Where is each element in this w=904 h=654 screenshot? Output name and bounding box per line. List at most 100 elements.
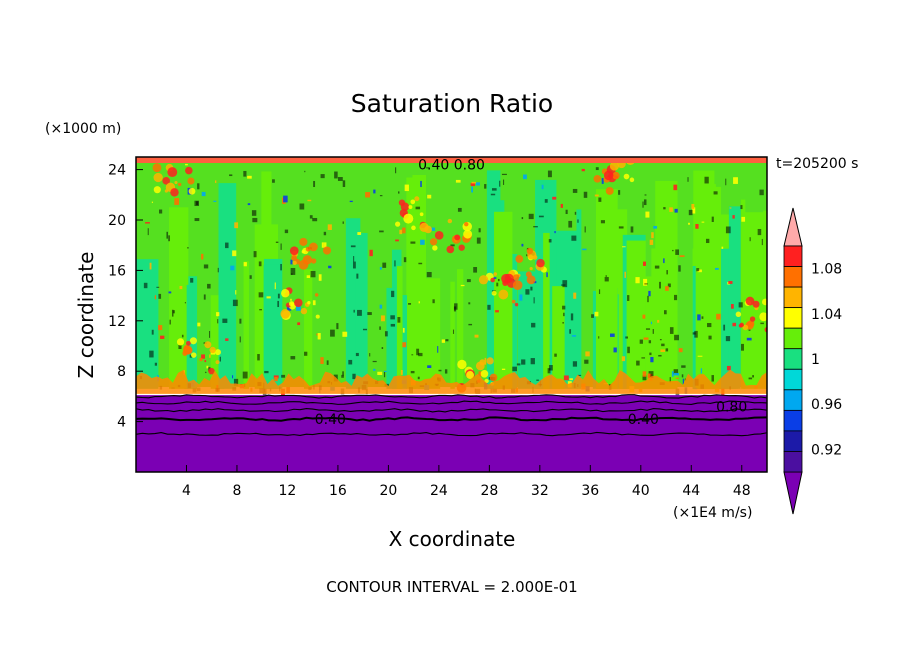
plot-frame (135, 156, 768, 473)
speckle (342, 331, 348, 337)
warm-patch (190, 352, 197, 358)
colorbar-segment (783, 389, 803, 411)
speckle (653, 225, 658, 229)
cloud-base-band (136, 369, 767, 394)
plume-column (552, 286, 565, 389)
plume-column (457, 269, 464, 389)
speckle (521, 243, 524, 247)
warm-patch (208, 367, 215, 375)
warm-patch (526, 275, 536, 285)
speckle (232, 299, 238, 307)
warm-patch (491, 290, 497, 296)
warm-patch (215, 360, 220, 365)
speckle (383, 371, 386, 378)
speckle (759, 189, 764, 196)
speckle (281, 374, 286, 378)
speckle (295, 304, 301, 311)
speckle (312, 217, 318, 222)
speckle (669, 327, 674, 334)
contour-line (136, 394, 767, 399)
speckle (450, 244, 455, 247)
speckle (533, 226, 538, 228)
speckle (475, 182, 480, 186)
speckle (731, 304, 734, 309)
warm-patch (498, 289, 509, 300)
warm-patch (762, 298, 767, 306)
speckle (306, 275, 311, 279)
speckle (290, 356, 296, 360)
speckle (711, 375, 714, 382)
speckle (700, 368, 703, 374)
warm-patch (432, 245, 438, 251)
warm-patch (189, 337, 197, 345)
speckle (379, 267, 382, 270)
speckle (232, 250, 237, 257)
speckle (394, 260, 396, 267)
colorbar-label: 1.08 (811, 262, 842, 278)
speckle (318, 274, 322, 281)
speckle (688, 222, 690, 225)
speckle (369, 249, 373, 257)
contour-label: 0.80 (716, 399, 747, 415)
speckle (519, 294, 523, 301)
plume-column (396, 266, 403, 389)
warm-patch (464, 222, 469, 227)
speckle (635, 277, 640, 284)
speckle (471, 181, 477, 184)
speckle (478, 371, 483, 377)
warm-patch (311, 258, 317, 264)
speckle (185, 163, 188, 166)
x-tick-label: 12 (279, 483, 297, 499)
speckle (417, 376, 420, 380)
warm-patch (466, 371, 475, 379)
speckle (217, 267, 219, 273)
speckle (618, 226, 624, 229)
speckle (697, 269, 702, 273)
speckle (384, 331, 388, 337)
speckle (659, 339, 662, 341)
speckle (353, 256, 355, 262)
speckle (484, 184, 487, 189)
speckle (299, 203, 305, 210)
x-tick-label: 8 (232, 483, 241, 499)
speckle (327, 224, 332, 230)
speckle (334, 171, 338, 179)
speckle (445, 339, 449, 342)
warm-patch (739, 322, 744, 328)
speckle (642, 375, 647, 381)
speckle (761, 238, 763, 246)
warm-patch (434, 231, 444, 240)
speckle (554, 231, 556, 234)
speckle (681, 374, 684, 378)
speckle (367, 312, 372, 316)
speckle (431, 227, 436, 231)
warm-patch (185, 340, 191, 346)
speckle (379, 230, 384, 233)
warm-patch (162, 177, 170, 185)
speckle (708, 335, 712, 340)
warm-patch (513, 274, 520, 281)
speckle (713, 191, 718, 195)
speckle (531, 322, 536, 328)
speckle (397, 317, 401, 323)
plume-column (626, 240, 646, 389)
speckle (383, 370, 387, 373)
speckle (598, 289, 601, 295)
speckle (357, 232, 362, 235)
speckle (554, 353, 557, 357)
speckle (725, 178, 727, 186)
speckle (174, 198, 180, 205)
speckle (538, 215, 544, 218)
speckle (471, 186, 473, 193)
plume-column (406, 177, 417, 389)
speckle (523, 174, 527, 180)
colorbar-label: 0.92 (811, 442, 842, 458)
contour-label: 0.40 (628, 412, 659, 428)
warm-patch (478, 275, 489, 285)
speckle (681, 365, 686, 368)
speckle (618, 190, 621, 195)
warm-patch (214, 349, 221, 356)
speckle (650, 356, 654, 363)
warm-patch (759, 312, 767, 322)
